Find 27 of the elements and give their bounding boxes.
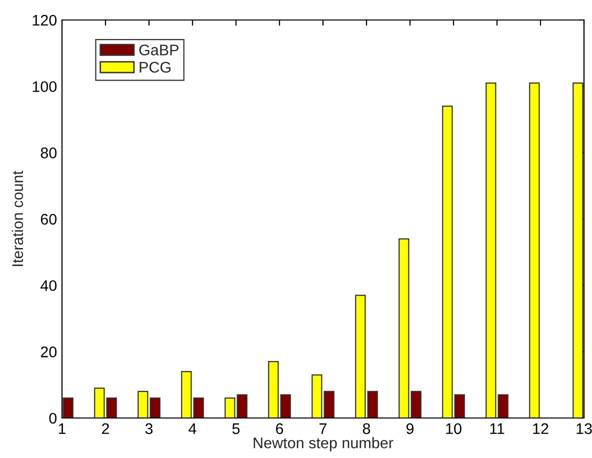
x-tick-label: 9 [406, 423, 414, 434]
y-tick-label: 60 [40, 214, 57, 225]
y-tick-label: 0 [49, 412, 57, 424]
x-tick-label: 10 [446, 423, 462, 434]
x-tick-label: 2 [102, 423, 109, 434]
x-tick-label: 11 [490, 423, 504, 434]
x-tick-label: 8 [362, 423, 370, 434]
x-tick-label: 4 [188, 423, 196, 434]
legend-label: PCG [140, 62, 170, 73]
bar [62, 398, 74, 418]
x-tick-label: 12 [533, 423, 548, 434]
y-tick-label: 40 [40, 280, 57, 292]
x-tick-label: 13 [576, 423, 592, 434]
legend-label: GaBP [139, 44, 178, 56]
x-tick-label: 7 [320, 423, 326, 434]
x-tick-label: 6 [276, 423, 284, 434]
y-tick-label: 100 [32, 81, 57, 92]
y-tick-label: 120 [32, 14, 57, 26]
y-tick-label: 80 [40, 148, 57, 158]
x-tick-label: 3 [145, 423, 153, 434]
y-axis-title: Iteration count [12, 170, 24, 266]
x-axis-title: Newton step number [254, 437, 394, 452]
x-tick-label: 1 [58, 423, 66, 434]
bar [572, 82, 584, 418]
y-tick-label: 20 [40, 346, 57, 358]
bar [529, 82, 540, 418]
x-tick-label: 5 [232, 423, 240, 434]
